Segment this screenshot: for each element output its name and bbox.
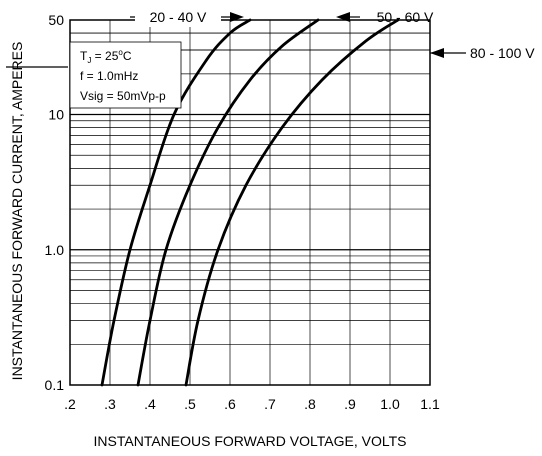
condition-temperature-unit: C — [123, 49, 132, 63]
condition-temperature-value: = 25 — [91, 49, 118, 63]
series-label-80-100v: 80 - 100 V — [470, 45, 535, 61]
condition-t-symbol: T — [80, 49, 88, 63]
condition-signal-voltage: Vsig = 50mVp-p — [80, 89, 166, 103]
test-conditions-box: TJ = 25oC f = 1.0mHz Vsig = 50mVp-p — [69, 41, 182, 109]
grid — [69, 20, 431, 385]
condition-frequency: f = 1.0mHz — [80, 69, 138, 83]
condition-j-subscript: J — [87, 56, 91, 65]
x-axis-title: INSTANTANEOUS FORWARD VOLTAGE, VOLTS — [94, 433, 407, 449]
y-tick-label: 0.1 — [45, 377, 65, 393]
arrow-icon — [230, 12, 244, 22]
series-label-50-60v: 50 - 60 V — [377, 9, 434, 25]
curve-80-100v — [184, 18, 400, 387]
x-tick-label: 1.0 — [380, 396, 400, 412]
x-tick-label: .3 — [104, 396, 116, 412]
y-tick-label: 50 — [48, 12, 64, 28]
arrow-icon — [430, 48, 444, 58]
x-tick-label: .6 — [224, 396, 236, 412]
x-tick-label: .5 — [184, 396, 196, 412]
series-labels: 20 - 40 V 50 - 60 V 80 - 100 V — [6, 7, 535, 68]
y-axis-title: INSTANTANEOUS FORWARD CURRENT, AMPERES — [9, 42, 25, 381]
series-label-20-40v: 20 - 40 V — [150, 9, 207, 25]
x-tick-label: .8 — [304, 396, 316, 412]
series-curves — [100, 18, 400, 387]
x-tick-label: .7 — [264, 396, 276, 412]
curve-20-40v — [100, 18, 252, 387]
y-tick-label: 1.0 — [45, 242, 65, 258]
x-tick-label: .2 — [64, 396, 76, 412]
condition-degree-mark: o — [118, 48, 123, 57]
x-tick-label: .4 — [144, 396, 156, 412]
conditions-box-frame — [69, 41, 182, 109]
curve-50-60v — [136, 18, 320, 387]
x-tick-label: 1.1 — [420, 396, 440, 412]
tick-labels: .2 .3 .4 .5 .6 .7 .8 .9 1.0 1.1 0.1 1.0 … — [45, 12, 440, 412]
arrow-icon — [336, 12, 350, 22]
condition-temperature: TJ = 25oC — [80, 48, 132, 65]
series-label-background — [135, 7, 221, 27]
x-tick-label: .9 — [344, 396, 356, 412]
y-tick-label: 10 — [48, 107, 64, 123]
